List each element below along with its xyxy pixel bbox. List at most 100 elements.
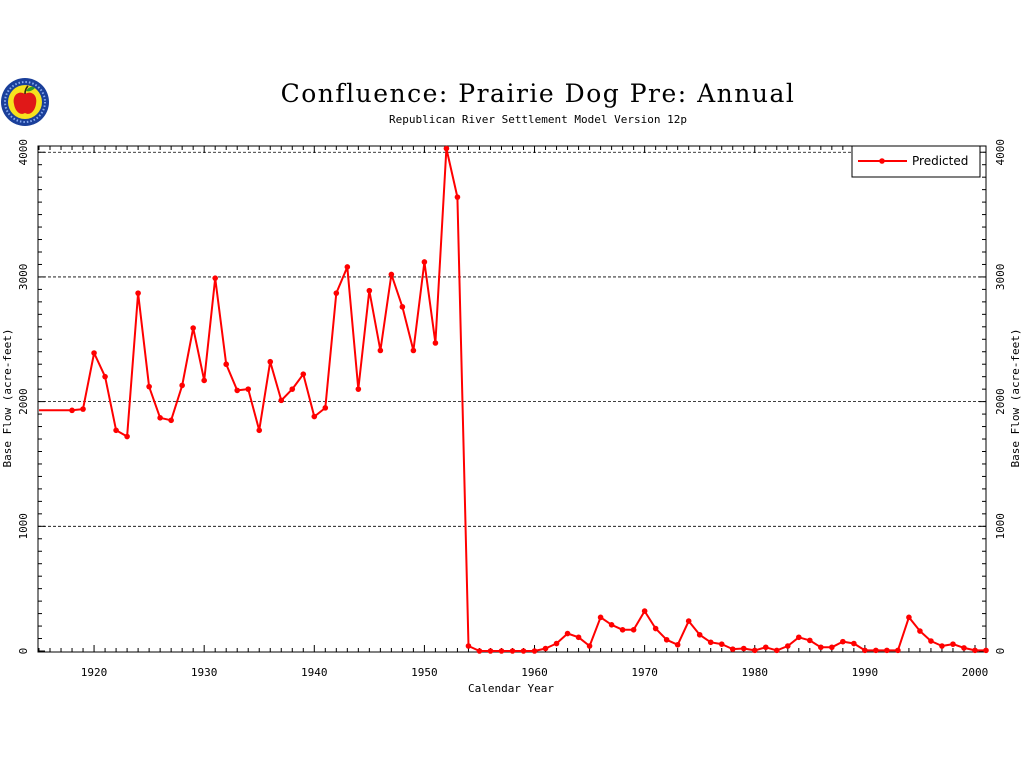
x-tick-label: 1990: [852, 666, 879, 679]
data-point: [201, 377, 207, 384]
x-tick-label: 1970: [631, 666, 658, 679]
data-point: [674, 641, 681, 648]
data-point: [223, 361, 229, 368]
data-point: [531, 648, 538, 654]
data-point: [807, 637, 813, 644]
data-point: [168, 417, 174, 424]
data-point: [146, 383, 152, 390]
y-tick-label-left: 4000: [17, 139, 30, 166]
chart-subtitle: Republican River Settlement Model Versio…: [389, 113, 687, 126]
y-tick-label-right: 4000: [994, 139, 1007, 166]
data-point: [773, 647, 780, 654]
chart-title: Confluence: Prairie Dog Pre: Annual: [281, 79, 796, 108]
data-point: [641, 608, 648, 614]
x-tick-label: 1960: [521, 666, 548, 679]
x-tick-label: 1920: [81, 666, 108, 679]
data-point: [630, 627, 637, 633]
data-point: [91, 350, 97, 356]
data-point: [69, 407, 75, 414]
legend: Predicted: [851, 145, 981, 178]
data-point: [740, 645, 747, 652]
data-point: [718, 641, 725, 647]
x-tick-label: 1940: [301, 666, 328, 679]
data-point: [597, 614, 604, 621]
legend-swatch-marker: [879, 158, 885, 164]
x-axis-label: Calendar Year: [468, 682, 554, 695]
data-point: [939, 643, 945, 649]
series-predicted: [39, 145, 989, 654]
grid-lines: [38, 151, 986, 527]
data-point: [840, 638, 846, 645]
data-point: [179, 382, 185, 389]
data-point: [553, 640, 560, 647]
data-point: [608, 622, 615, 628]
data-point: [465, 643, 472, 649]
data-point: [399, 304, 406, 310]
x-tick-label: 2000: [962, 666, 989, 679]
data-point: [300, 371, 307, 377]
apple-stem-icon: [24, 85, 29, 95]
data-point: [829, 644, 835, 651]
data-point: [410, 347, 417, 354]
logo: [1, 78, 49, 126]
data-point: [333, 290, 340, 296]
y-tick-label-left: 1000: [17, 513, 30, 540]
data-point: [542, 645, 549, 652]
data-point: [212, 275, 218, 281]
y-tick-label-right: 2000: [994, 388, 1007, 415]
data-point: [311, 413, 318, 420]
x-tick-label: 1980: [742, 666, 769, 679]
data-point: [377, 347, 384, 354]
data-point: [322, 405, 329, 411]
data-point: [366, 287, 373, 294]
data-point: [762, 644, 769, 651]
data-point: [256, 427, 263, 434]
data-point: [751, 647, 758, 654]
data-point: [388, 271, 395, 278]
data-point: [575, 634, 582, 641]
data-point: [278, 397, 285, 404]
data-point: [961, 645, 967, 651]
data-point: [619, 627, 626, 633]
y-tick-label-right: 1000: [994, 513, 1007, 540]
data-point: [928, 638, 934, 644]
data-point: [652, 625, 659, 632]
data-point: [796, 634, 802, 641]
data-point: [190, 325, 196, 331]
data-point: [895, 647, 901, 654]
axis-ticks: 1920 1930 1940 1950 1960 1970 1980 1990 2000 0 0 10…: [17, 139, 1007, 679]
legend-label-predicted: Predicted: [912, 154, 968, 168]
data-point: [586, 643, 593, 649]
data-point: [906, 614, 912, 621]
series-line-predicted: [39, 147, 986, 652]
data-point: [972, 647, 978, 654]
data-point: [454, 194, 461, 200]
y-tick-label-left: 3000: [17, 264, 30, 291]
data-point: [884, 647, 890, 654]
y-axis-label-right: Base Flow (acre-feet): [1009, 328, 1022, 467]
data-point: [476, 648, 483, 654]
data-point: [509, 648, 516, 654]
apple-icon: [13, 92, 37, 114]
data-point: [696, 631, 703, 638]
data-point: [663, 636, 670, 643]
data-point: [862, 647, 868, 654]
y-tick-label-right: 0: [994, 648, 1007, 655]
data-point: [685, 618, 692, 624]
data-point: [983, 647, 989, 654]
apple-leaf-icon: [26, 86, 35, 92]
data-point: [818, 644, 824, 651]
data-point: [135, 290, 141, 296]
data-point: [487, 648, 494, 654]
data-point: [950, 641, 956, 647]
x-tick-label: 1930: [191, 666, 218, 679]
x-tick-label: 1950: [411, 666, 438, 679]
data-point: [355, 386, 362, 392]
data-point: [80, 406, 86, 412]
data-point: [729, 646, 736, 652]
data-point: [102, 373, 108, 380]
y-tick-label-right: 3000: [994, 264, 1007, 291]
data-point: [157, 415, 163, 421]
data-point: [432, 340, 439, 346]
